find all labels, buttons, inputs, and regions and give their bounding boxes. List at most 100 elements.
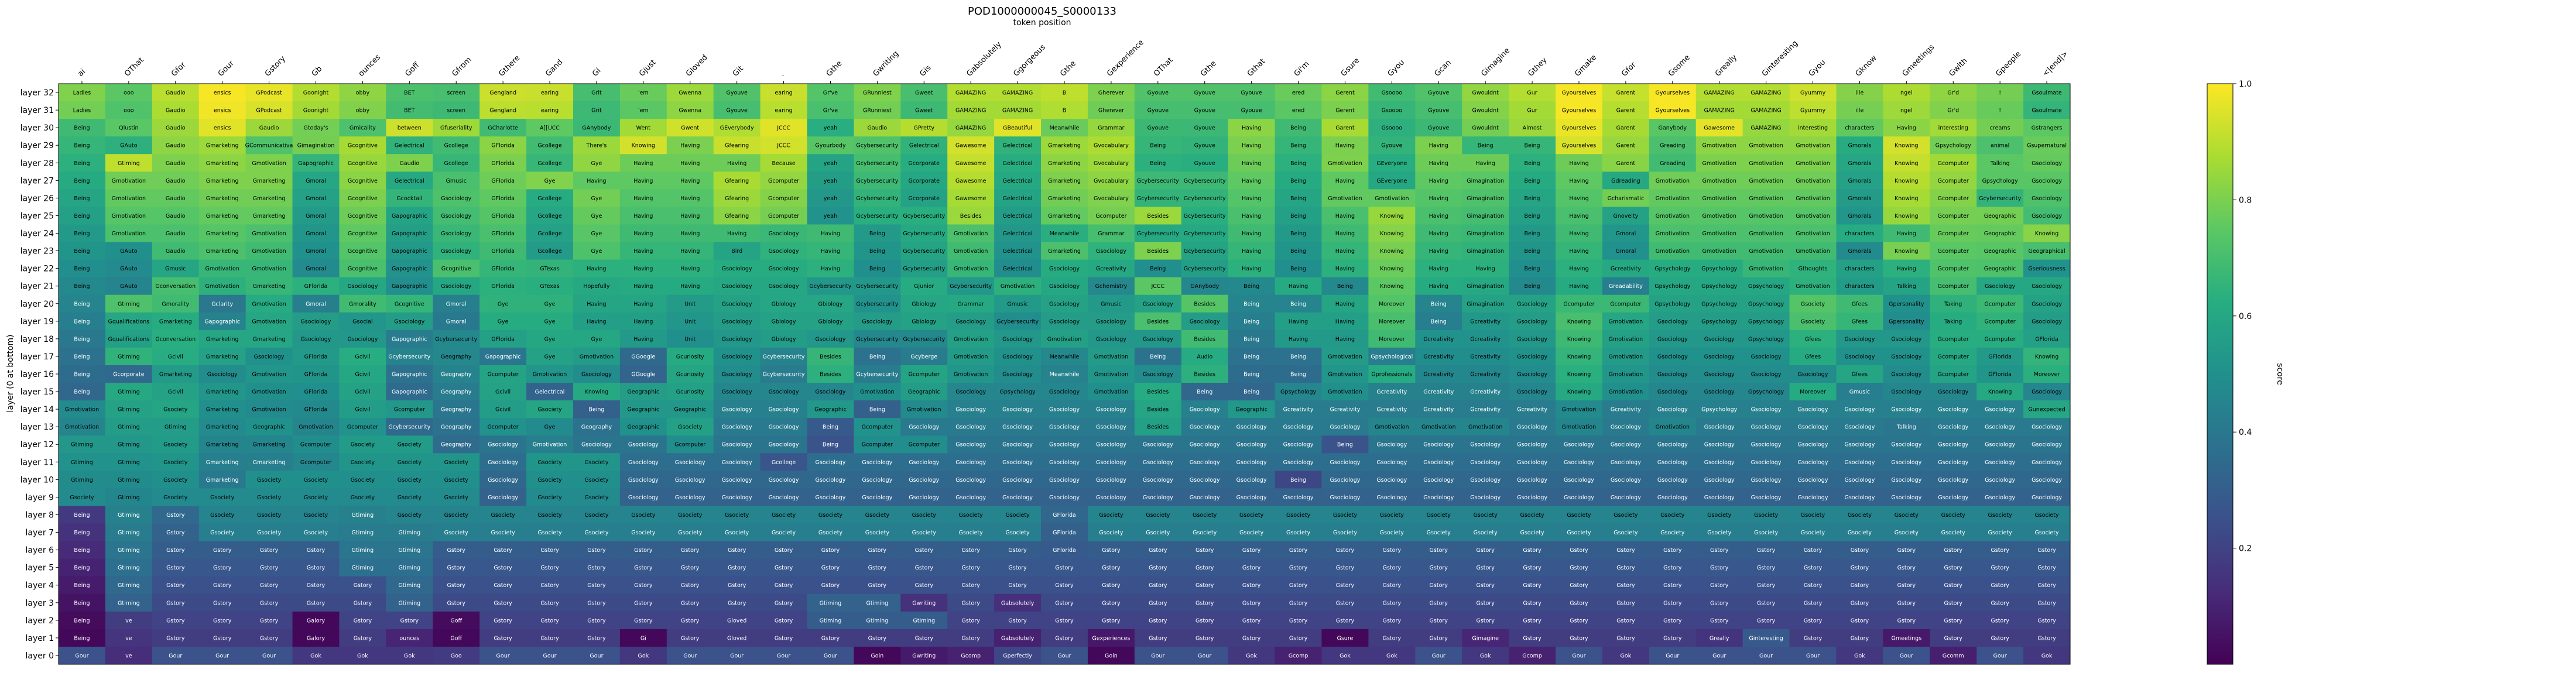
heatmap-cell [1462,101,1509,119]
heatmap-cell [292,207,340,225]
cell-token-label: Gmotivation [1702,248,1736,255]
cell-token-label: Gyouve [1241,108,1262,114]
cell-token-label: Gstory [1804,565,1823,571]
x-tick-label: Gis [919,64,933,78]
heatmap-cell [1789,136,1837,155]
heatmap-cell [713,119,761,137]
heatmap-cell [1602,154,1650,172]
cell-token-label: Gsociology [2032,301,2062,307]
cell-token-label: Knowing [1380,248,1404,255]
cell-token-label: Besides [1147,424,1169,431]
cell-token-label: Gstory [1242,547,1261,554]
cell-token-label: Gcomputer [1610,301,1641,307]
cell-token-label: Gstory [354,617,372,624]
heatmap-cell [1321,207,1369,225]
cell-token-label: Gtiming [118,389,140,396]
heatmap-cell [666,207,714,225]
cell-token-label: Gsociology [1143,477,1173,483]
cell-token-label: Gsociety [1707,512,1732,519]
cell-token-label: Gtiming [118,582,140,589]
cell-token-label: Gur [1527,108,1537,114]
cell-token-label: creams [1990,125,2010,132]
cell-token-label: Gstory [1195,582,1214,589]
heatmap-cell [1602,136,1650,155]
cell-token-label: Being [74,301,90,307]
cell-token-label: Gsociology [1236,424,1267,431]
cell-token-label: Gcybersecurity [388,354,430,360]
cell-token-label: Gcybersecurity [1184,248,1226,255]
cell-token-label: Gstory [540,582,559,589]
cell-token-label: Gsociology [1517,372,1547,378]
y-tick-label: layer 18 [20,335,54,344]
heatmap-cell [1275,101,1322,119]
heatmap-cell [1789,84,1837,102]
cell-token-label: Gyouve [1381,143,1402,149]
cell-token-label: Gsociology [1844,477,1875,483]
cell-token-label: Gsociology [955,407,986,413]
cell-token-label: Having [633,283,653,290]
heatmap-cell [105,189,153,207]
heatmap-cell [1134,189,1182,207]
cell-token-label: Gsociology [2032,195,2062,202]
heatmap-cell [1275,136,1322,155]
cell-token-label: Gmotivation [1328,354,1362,360]
cell-token-label: Gcreativity [1423,336,1454,342]
y-tick-label: layer 2 [26,616,54,626]
cell-token-label: Gstory [681,617,700,624]
cell-token-label: Having [633,213,653,219]
cell-token-label: Gsociety [1754,530,1779,536]
cell-token-label: Gye [498,318,509,325]
cell-token-label: Taking [1944,301,1962,307]
cell-token-label: Gelectrical [535,389,565,396]
heatmap-cell [292,189,340,207]
cell-token-label: Gcomputer [1938,336,1969,342]
cell-token-label: Gsociety [257,530,282,536]
heatmap-cell [947,101,995,119]
cell-token-label: Gcreativity [1470,354,1501,360]
cell-token-label: Grammar [1098,231,1124,237]
cell-token-label: Gstory [1195,547,1214,554]
cell-token-label: Gsociety [1988,512,2013,519]
cell-token-label: Gsociology [1657,459,1688,466]
cell-token-label: Gsociology [581,442,612,448]
cell-token-label: Grit [591,108,602,114]
cell-token-label: Gvocabulary [1094,195,1129,202]
cell-token-label: Gmotivation [112,231,146,237]
cell-token-label: Gcreativity [1470,318,1501,325]
cell-token-label: screen [447,108,465,114]
cell-token-label: Gstory [1149,617,1167,624]
cell-token-label: Being [1290,301,1306,307]
cell-token-label: Gcomputer [862,424,893,431]
cell-token-label: Gsoulmate [2032,90,2062,97]
cell-token-label: Being [74,600,90,606]
cell-token-label: Gstory [1149,565,1167,571]
x-tick-label: Ginteresting [1760,39,1800,78]
heatmap-cell [760,154,808,172]
cell-token-label: Gapographic [485,354,521,360]
heatmap-cell [619,101,667,119]
heatmap-cell [526,207,574,225]
heatmap-cell [479,101,527,119]
cell-token-label: Gawesome [955,178,986,184]
heatmap-cell [666,136,714,155]
cell-token-label: Gstory [961,600,980,606]
heatmap-cell [1930,84,1977,102]
cell-token-label: Gok [310,653,321,659]
cell-token-label: Having [633,301,653,307]
cell-token-label: Gcybersecurity [903,231,945,237]
cell-token-label: Gmusic [1101,301,1121,307]
x-tick-label: Gthat [1246,57,1267,78]
heatmap-cell [1556,207,1603,225]
cell-token-label: Gcybersecurity [810,283,852,290]
cell-token-label: Gsociology [1376,495,1407,501]
cell-token-label: Gsociety [2034,530,2059,536]
cell-token-label: Gmotivation [1609,354,1643,360]
heatmap-cell [994,119,1042,137]
heatmap-cell [807,84,854,102]
cell-token-label: Gsociology [769,442,799,448]
heatmap-cell [1181,171,1229,190]
cell-token-label: Gstory [1383,582,1402,589]
cell-token-label: Gsociology [441,283,471,290]
heatmap-cell [1695,207,1743,225]
heatmap-cell [994,189,1042,207]
